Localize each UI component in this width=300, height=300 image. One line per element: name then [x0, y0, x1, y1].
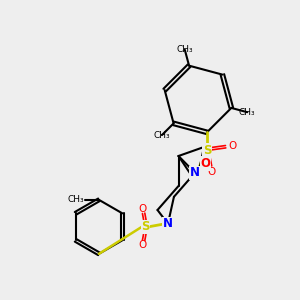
Text: S: S: [141, 220, 150, 233]
Text: N: N: [190, 166, 200, 179]
Text: S: S: [203, 144, 211, 157]
Text: CH₃: CH₃: [176, 45, 193, 54]
Text: CH₃: CH₃: [67, 195, 84, 204]
Text: O: O: [207, 167, 215, 177]
Text: CH₃: CH₃: [239, 108, 256, 117]
Text: O: O: [138, 240, 147, 250]
Text: N: N: [163, 217, 173, 230]
Text: O: O: [229, 141, 237, 151]
Text: CH₃: CH₃: [154, 130, 170, 140]
Text: O: O: [200, 157, 211, 170]
Text: O: O: [138, 204, 147, 214]
